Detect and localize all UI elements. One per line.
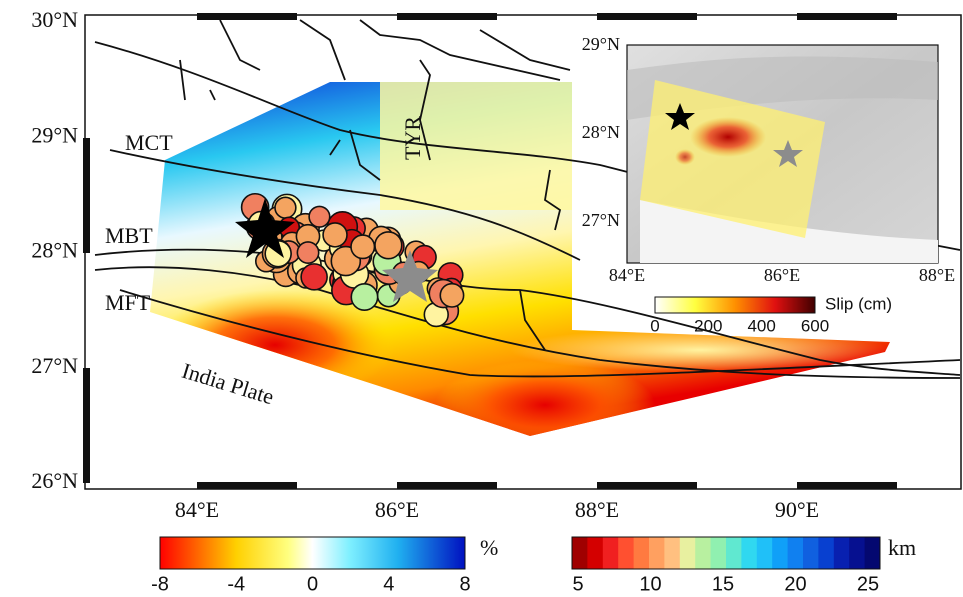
map-figure: MCT MBT MFT TYR India Plate 30°N29°N28°N… [0, 0, 963, 597]
deformation-tick-label: 4 [383, 573, 394, 595]
earthquake [309, 206, 330, 227]
earthquake [275, 197, 296, 218]
slip-tick-label: 200 [694, 316, 722, 335]
lat-tick-label: 27°N [31, 353, 78, 378]
depth-swatch [741, 537, 757, 569]
depth-swatch [572, 537, 588, 569]
fault-label: MFT [105, 290, 151, 315]
depth-swatch [772, 537, 788, 569]
slip-tick-label: 0 [650, 316, 659, 335]
earthquake [351, 235, 374, 258]
fault-label: MBT [105, 223, 153, 248]
earthquake [297, 242, 318, 263]
colorbar-unit: km [888, 535, 916, 560]
lat-tick-label: 30°N [31, 7, 78, 32]
fault-label: MCT [125, 130, 173, 155]
depth-swatch [849, 537, 865, 569]
depth-swatch [726, 537, 742, 569]
inset-lon-label: 86°E [764, 265, 800, 285]
deformation-tick-label: -8 [151, 573, 169, 595]
deformation-tick-label: 0 [307, 573, 318, 595]
deformation-tick-label: -4 [227, 573, 245, 595]
earthquake [375, 232, 402, 259]
depth-tick-label: 25 [857, 573, 879, 595]
depth-swatch [803, 537, 819, 569]
inset-lon-label: 88°E [919, 265, 955, 285]
lat-tick-label: 26°N [31, 468, 78, 493]
depth-swatch [711, 537, 727, 569]
earthquake [440, 284, 463, 307]
depth-colorbar [572, 537, 881, 569]
depth-tick-label: 10 [639, 573, 661, 595]
slip-colorbar [655, 297, 815, 313]
inset-map [627, 45, 938, 263]
lat-tick-label: 28°N [31, 238, 78, 263]
earthquake [301, 264, 327, 290]
depth-swatch [834, 537, 850, 569]
depth-tick-label: 20 [784, 573, 806, 595]
inset-lon-label: 84°E [609, 265, 645, 285]
inset-lat-label: 27°N [582, 210, 620, 230]
deformation-tick-label: 8 [459, 573, 470, 595]
depth-swatch [788, 537, 804, 569]
depth-swatch [865, 537, 881, 569]
depth-swatch [818, 537, 834, 569]
colorbar-label: Slip (cm) [825, 294, 892, 313]
inset-lat-label: 28°N [582, 122, 620, 142]
lat-tick-label: 29°N [31, 122, 78, 147]
depth-tick-label: 5 [572, 573, 583, 595]
depth-swatch [649, 537, 665, 569]
depth-swatch [757, 537, 773, 569]
lon-tick-label: 86°E [375, 497, 419, 522]
depth-swatch [634, 537, 650, 569]
region-label: TYR [400, 116, 425, 160]
lon-tick-label: 84°E [175, 497, 219, 522]
inset-lat-label: 29°N [582, 34, 620, 54]
slip-tick-label: 600 [801, 316, 829, 335]
depth-swatch [618, 537, 634, 569]
depth-tick-label: 15 [712, 573, 734, 595]
depth-swatch [695, 537, 711, 569]
depth-swatch [680, 537, 696, 569]
lon-tick-label: 88°E [575, 497, 619, 522]
depth-swatch [587, 537, 603, 569]
lon-tick-label: 90°E [775, 497, 819, 522]
deformation-colorbar [160, 537, 465, 569]
colorbar-unit: % [480, 535, 498, 560]
depth-swatch [664, 537, 680, 569]
earthquake [323, 223, 347, 247]
earthquake [351, 284, 377, 310]
slip-tick-label: 400 [747, 316, 775, 335]
depth-swatch [603, 537, 619, 569]
